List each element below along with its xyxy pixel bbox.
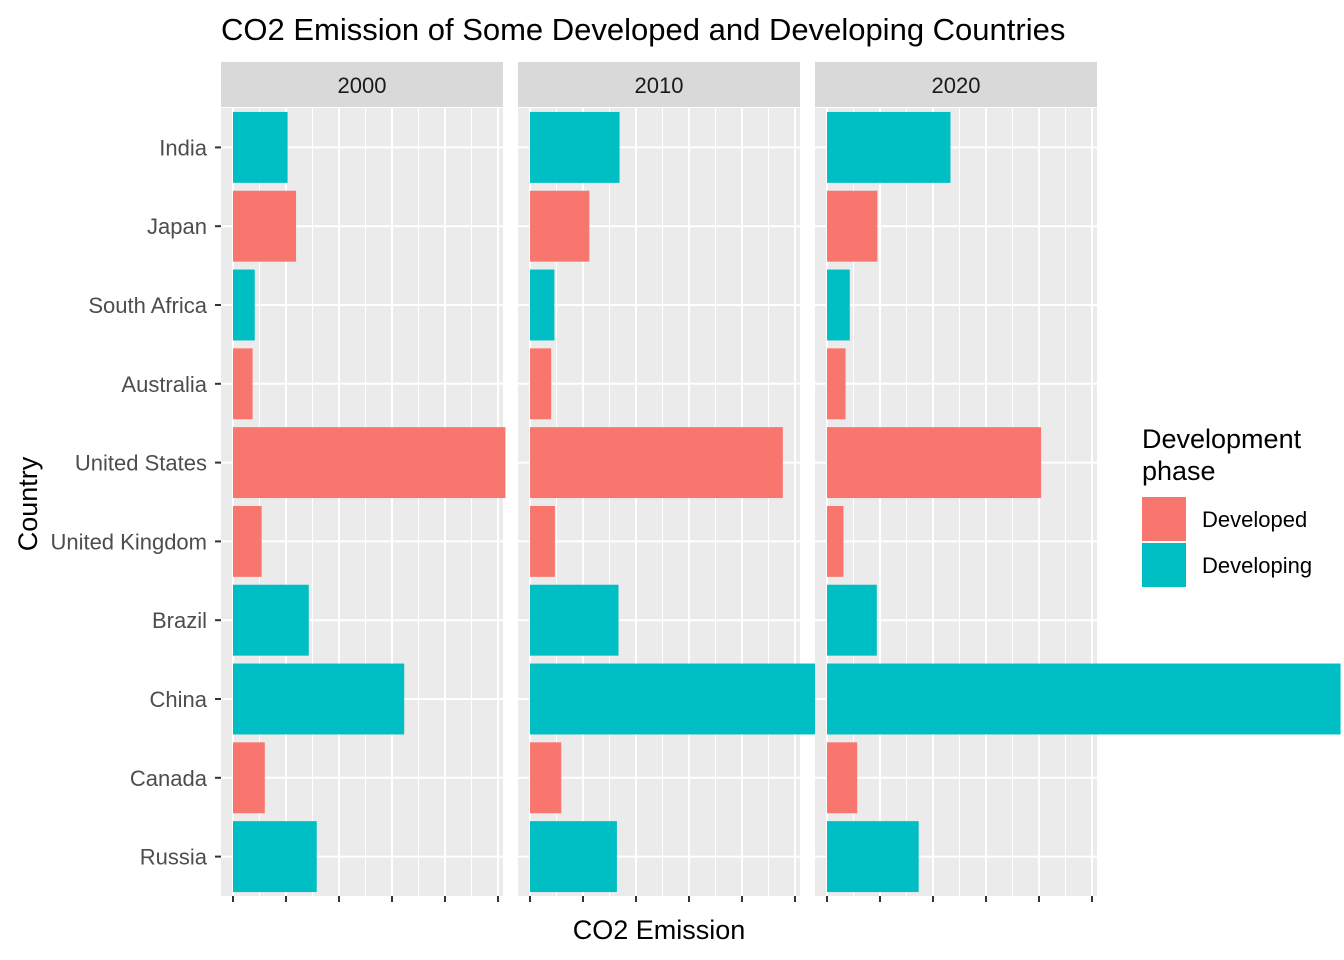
facet-panels: 2000 2010 2020 xyxy=(221,62,1341,902)
bar-2000-canada xyxy=(233,742,265,814)
facet-strip xyxy=(518,62,800,107)
y-tick-label: India xyxy=(159,135,207,160)
bar-2000-brazil xyxy=(233,584,309,656)
bar-2020-united-states xyxy=(827,427,1042,499)
bar-2020-brazil xyxy=(827,584,877,656)
bar-2010-australia xyxy=(530,348,552,420)
legend-title: phase xyxy=(1142,456,1216,486)
bar-2010-united-states xyxy=(530,427,783,499)
facet-panel-2000: 2000 xyxy=(221,62,506,902)
bar-2000-united-kingdom xyxy=(233,505,262,577)
bar-2020-japan xyxy=(827,190,878,262)
facet-strip-label: 2000 xyxy=(338,73,387,98)
bar-2000-russia xyxy=(233,821,317,893)
bar-2010-japan xyxy=(530,190,590,262)
bar-2010-india xyxy=(530,111,620,183)
legend-label: Developing xyxy=(1202,553,1312,578)
bar-2000-china xyxy=(233,663,405,735)
facet-strip-label: 2010 xyxy=(635,73,684,98)
y-tick-label: United Kingdom xyxy=(50,529,207,554)
facet-panel-2010: 2010 xyxy=(518,62,939,902)
y-tick-label: United States xyxy=(75,451,207,476)
y-axis-title: Country xyxy=(13,456,43,551)
bar-2010-russia xyxy=(530,821,617,893)
bar-2020-australia xyxy=(827,348,846,420)
bar-2000-united-states xyxy=(233,427,506,499)
bar-2020-india xyxy=(827,111,951,183)
bar-2000-south-africa xyxy=(233,269,255,341)
legend-key-developed xyxy=(1142,497,1186,541)
legend-key-developing xyxy=(1142,543,1186,587)
bar-2020-united-kingdom xyxy=(827,505,844,577)
y-axis: India Japan South Africa Australia United St… xyxy=(50,135,221,870)
facet-strip xyxy=(221,62,503,107)
facet-strip xyxy=(815,62,1097,107)
bar-2010-south-africa xyxy=(530,269,555,341)
bar-2000-india xyxy=(233,111,288,183)
y-tick-label: Japan xyxy=(147,214,207,239)
y-tick-label: Canada xyxy=(130,766,208,791)
chart-title: CO2 Emission of Some Developed and Devel… xyxy=(221,12,1065,47)
y-tick-label: China xyxy=(150,687,208,712)
bar-2000-japan xyxy=(233,190,297,262)
facet-panel-2020: 2020 xyxy=(815,62,1341,902)
facet-strip-label: 2020 xyxy=(932,73,981,98)
bar-2020-south-africa xyxy=(827,269,850,341)
bar-2020-russia xyxy=(827,821,919,893)
y-tick-label: Australia xyxy=(121,372,207,397)
bar-2020-canada xyxy=(827,742,858,814)
x-axis-title: CO2 Emission xyxy=(573,915,746,945)
bar-2020-china xyxy=(827,663,1341,735)
y-tick-label: Brazil xyxy=(152,608,207,633)
bar-2010-canada xyxy=(530,742,562,814)
bar-2010-united-kingdom xyxy=(530,505,555,577)
y-tick-label: South Africa xyxy=(88,293,207,318)
bar-2010-brazil xyxy=(530,584,619,656)
legend-title: Development xyxy=(1142,424,1302,454)
bar-2000-australia xyxy=(233,348,253,420)
legend-label: Developed xyxy=(1202,507,1307,532)
y-tick-label: Russia xyxy=(140,845,208,870)
